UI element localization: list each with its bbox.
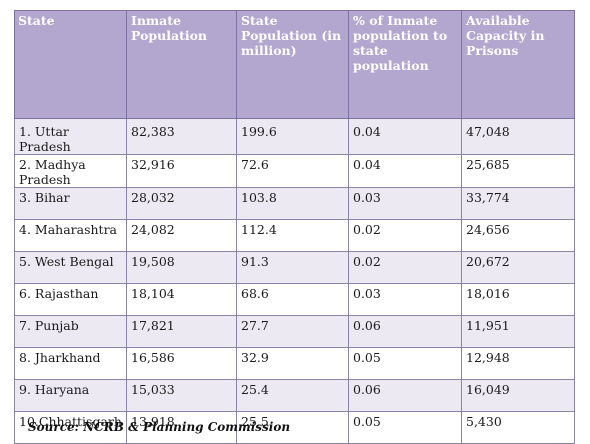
table-body: 1. Uttar Pradesh 82,383 199.6 0.04 47,04… [14,118,575,444]
table-row: 5. West Bengal 19,508 91.3 0.02 20,672 [14,251,575,284]
cell-available-capacity: 5,430 [461,411,575,444]
cell-state: 7. Punjab [14,315,127,348]
header-row: State Inmate Population State Population… [14,10,575,119]
cell-state: 6. Rajasthan [14,283,127,316]
cell-state: 9. Haryana [14,379,127,412]
cell-inmate-percentage: 0.05 [348,347,462,380]
cell-inmate-percentage: 0.06 [348,379,462,412]
cell-state: 10.Chhattisgarh [14,411,127,444]
table-row: 1. Uttar Pradesh 82,383 199.6 0.04 47,04… [14,118,575,155]
cell-state-population: 68.6 [236,283,349,316]
cell-inmate-population: 32,916 [126,154,237,188]
table-row: 8. Jharkhand 16,586 32.9 0.05 12,948 [14,347,575,380]
cell-inmate-percentage: 0.04 [348,154,462,188]
cell-state: 8. Jharkhand [14,347,127,380]
cell-available-capacity: 18,016 [461,283,575,316]
cell-inmate-percentage: 0.02 [348,219,462,252]
cell-inmate-population: 15,033 [126,379,237,412]
cell-available-capacity: 16,049 [461,379,575,412]
cell-state-population: 72.6 [236,154,349,188]
cell-inmate-population: 82,383 [126,118,237,155]
cell-inmate-percentage: 0.06 [348,315,462,348]
cell-available-capacity: 24,656 [461,219,575,252]
cell-available-capacity: 33,774 [461,187,575,220]
cell-inmate-population: 16,586 [126,347,237,380]
cell-inmate-percentage: 0.04 [348,118,462,155]
table-header: State Inmate Population State Population… [14,10,575,119]
table-row: 2. Madhya Pradesh 32,916 72.6 0.04 25,68… [14,154,575,188]
cell-inmate-population: 28,032 [126,187,237,220]
table-row: 10.Chhattisgarh 13,918 25.5 0.05 5,430 [14,411,575,444]
cell-state-population: 25.4 [236,379,349,412]
header-state-population: State Population (in million) [236,10,349,119]
prison-statistics-table: State Inmate Population State Population… [14,10,575,444]
cell-state-population: 112.4 [236,219,349,252]
cell-inmate-population: 17,821 [126,315,237,348]
header-inmate-percentage: % of Inmate population to state populati… [348,10,462,119]
cell-inmate-population: 19,508 [126,251,237,284]
cell-state: 5. West Bengal [14,251,127,284]
cell-state-population: 91.3 [236,251,349,284]
cell-state-population: 32.9 [236,347,349,380]
cell-state: 4. Maharashtra [14,219,127,252]
cell-inmate-population: 24,082 [126,219,237,252]
cell-inmate-percentage: 0.05 [348,411,462,444]
header-state: State [14,10,127,119]
cell-state-population: 27.7 [236,315,349,348]
cell-state: 1. Uttar Pradesh [14,118,127,155]
cell-inmate-percentage: 0.03 [348,187,462,220]
cell-inmate-percentage: 0.02 [348,251,462,284]
cell-available-capacity: 47,048 [461,118,575,155]
cell-state: 3. Bihar [14,187,127,220]
cell-state: 2. Madhya Pradesh [14,154,127,188]
header-inmate-population: Inmate Population [126,10,237,119]
table-row: 7. Punjab 17,821 27.7 0.06 11,951 [14,315,575,348]
cell-available-capacity: 25,685 [461,154,575,188]
table-row: 3. Bihar 28,032 103.8 0.03 33,774 [14,187,575,220]
cell-state-population: 25.5 [236,411,349,444]
table-row: 6. Rajasthan 18,104 68.6 0.03 18,016 [14,283,575,316]
table-row: 9. Haryana 15,033 25.4 0.06 16,049 [14,379,575,412]
cell-state-population: 199.6 [236,118,349,155]
cell-inmate-population: 18,104 [126,283,237,316]
source-caption: Source: NCRB & Planning Commission [28,420,291,434]
header-available-capacity: Available Capacity in Prisons [461,10,575,119]
table-row: 4. Maharashtra 24,082 112.4 0.02 24,656 [14,219,575,252]
cell-inmate-percentage: 0.03 [348,283,462,316]
cell-state-population: 103.8 [236,187,349,220]
cell-available-capacity: 12,948 [461,347,575,380]
cell-available-capacity: 11,951 [461,315,575,348]
cell-available-capacity: 20,672 [461,251,575,284]
